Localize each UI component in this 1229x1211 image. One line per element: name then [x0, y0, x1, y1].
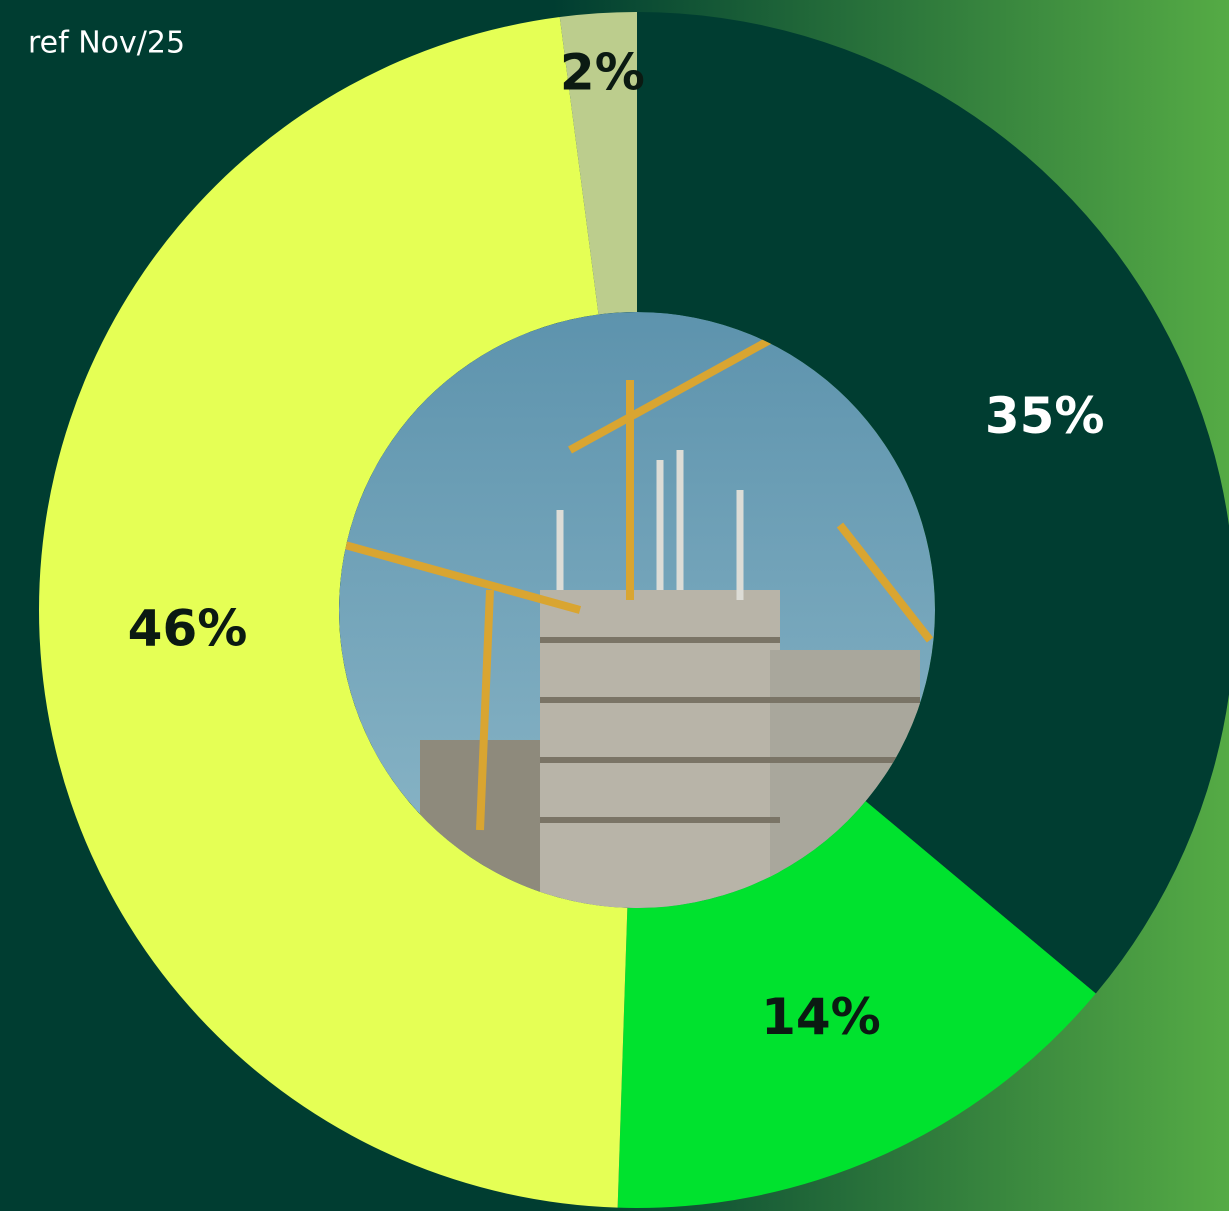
slice — [559, 12, 637, 315]
data-label: 35% — [985, 387, 1105, 445]
slice — [617, 801, 1096, 1208]
data-label: 14% — [761, 988, 881, 1046]
slice — [637, 12, 1229, 994]
slice — [38, 17, 628, 1208]
data-label: 46% — [128, 599, 248, 657]
center-photo — [339, 312, 935, 908]
chart-subtitle: ref Nov/25 — [28, 26, 185, 61]
data-label: 2% — [560, 44, 645, 102]
slices — [38, 12, 1229, 1208]
